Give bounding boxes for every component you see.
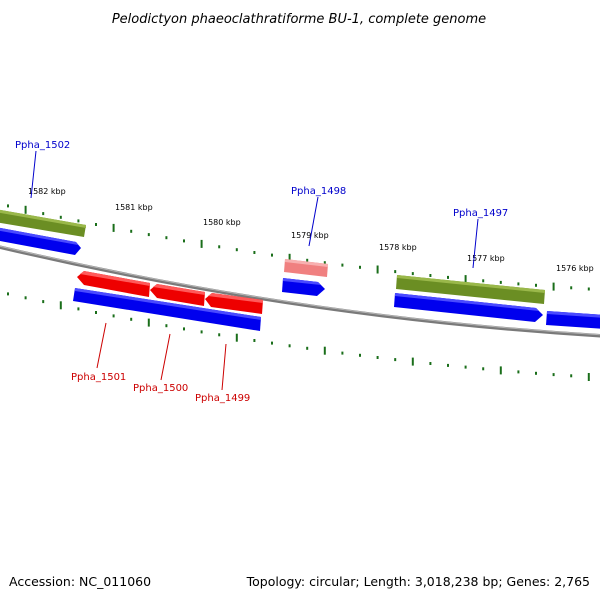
- gene-label-ppha-1497[interactable]: Ppha_1497: [453, 208, 508, 219]
- gene-ppha-1502-highlight: [0, 209, 86, 228]
- gene-label-ppha-1500[interactable]: Ppha_1500: [133, 383, 188, 394]
- gene-label-ppha-1502[interactable]: Ppha_1502: [15, 140, 70, 151]
- gene-ppha-1502[interactable]: [0, 209, 86, 237]
- cds-ppha-1500[interactable]: [150, 284, 205, 306]
- leader-ppha-1498: [308, 196, 319, 247]
- gene-label-ppha-1499[interactable]: Ppha_1499: [195, 393, 250, 404]
- scale-label-1576: 1576 kbp: [556, 264, 594, 273]
- cds-ppha-1499-highlight: [208, 293, 263, 303]
- gene-ppha-1497[interactable]: [396, 275, 545, 304]
- scale-label-1577: 1577 kbp: [467, 254, 505, 263]
- cds-ppha-1497[interactable]: [394, 293, 543, 322]
- gene-ppha-1501-1499-highlight: [75, 288, 261, 320]
- gene-ppha-1497-highlight: [397, 275, 545, 293]
- gene-label-ppha-1501[interactable]: Ppha_1501: [71, 372, 126, 383]
- leader-ppha-1499: [221, 343, 227, 391]
- cds-ppha-1498-highlight: [283, 278, 321, 285]
- genome-backbone-highlight: [0, 245, 600, 336]
- scale-label-1579: 1579 kbp: [291, 231, 329, 240]
- genome-summary-text: Topology: circular; Length: 3,018,238 bp…: [246, 574, 590, 589]
- leader-ppha-1500: [160, 333, 171, 381]
- cds-ppha-1500-highlight: [153, 284, 205, 295]
- scale-label-1582: 1582 kbp: [28, 187, 66, 196]
- gene-label-ppha-1498[interactable]: Ppha_1498: [291, 186, 346, 197]
- leader-ppha-1497: [472, 218, 479, 269]
- leader-ppha-1502: [30, 150, 37, 199]
- genome-backbone: [0, 245, 600, 338]
- scale-label-1581: 1581 kbp: [115, 203, 153, 212]
- cds-next-highlight: [547, 311, 600, 318]
- gene-ppha-1498-highlight: [285, 259, 328, 267]
- leader-ppha-1501: [96, 322, 107, 369]
- cds-ppha-1502-highlight: [0, 227, 78, 245]
- map-title: Pelodictyon phaeoclathratiforme BU-1, co…: [112, 12, 486, 27]
- cds-ppha-1497-highlight: [395, 293, 539, 311]
- cds-ppha-1501-highlight: [80, 271, 150, 286]
- accession-text: Accession: NC_011060: [9, 574, 151, 589]
- scale-label-1580: 1580 kbp: [203, 218, 241, 227]
- cds-ppha-1502[interactable]: [0, 227, 81, 255]
- gene-ppha-1501-1499[interactable]: [73, 288, 261, 331]
- cds-ppha-1501[interactable]: [77, 271, 150, 297]
- scale-label-1578: 1578 kbp: [379, 243, 417, 252]
- scale-ticks-upper: [7, 204, 590, 291]
- scale-ticks-lower: [7, 292, 590, 381]
